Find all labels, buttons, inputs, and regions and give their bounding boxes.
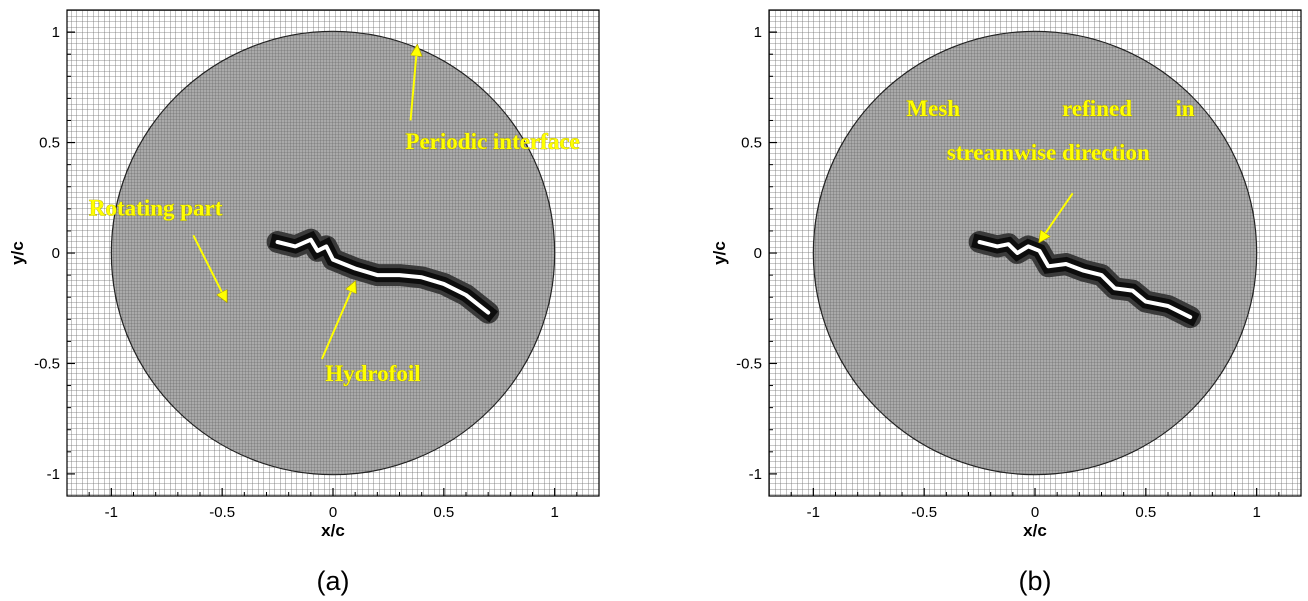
y-tick-label: 1: [754, 24, 762, 41]
x-tick-label: 0: [1031, 504, 1039, 521]
x-axis-label: x/c: [1023, 521, 1047, 540]
y-tick-label: -0.5: [736, 355, 762, 372]
x-tick-label: 0.5: [433, 504, 454, 521]
hydrofoil-surface: [977, 240, 1193, 320]
y-tick-label: -1: [47, 466, 60, 483]
panel-label-b: (b): [1019, 566, 1052, 596]
hydrofoil-b: [968, 231, 1202, 329]
annotation-in-word: in: [1175, 96, 1194, 121]
panel-a: -1 -0.5 0 0.5 1 1 0.5 0 -0.5 -1 x/c y/c …: [8, 9, 600, 596]
y-axis-label: y/c: [710, 241, 729, 265]
x-axis-label: x/c: [321, 521, 345, 540]
axis-ticks-a: [67, 31, 578, 496]
annotation-arrow: [192, 234, 226, 301]
hydrofoil-a: [266, 228, 500, 324]
panel-b: -1 -0.5 0 0.5 1 1 0.5 0 -0.5 -1 x/c y/c …: [710, 9, 1302, 596]
x-tick-label: 1: [550, 504, 558, 521]
x-tick-label: -0.5: [911, 504, 937, 521]
annotation-arrows-b: [1039, 192, 1074, 242]
panel-label-a: (a): [317, 566, 350, 596]
annotation-hydrofoil: Hydrofoil: [325, 361, 420, 386]
y-tick-label: -1: [749, 466, 762, 483]
hydrofoil-surface: [275, 237, 491, 315]
annotation-arrow: [1039, 192, 1074, 242]
x-tick-label: 0.5: [1135, 504, 1156, 521]
y-tick-label: 0: [754, 245, 762, 262]
annotation-arrow: [409, 45, 418, 121]
annotation-arrows-a: [192, 45, 418, 360]
y-axis-label: y/c: [8, 241, 27, 265]
x-tick-label: -1: [807, 504, 820, 521]
annotation-refined-word: refined: [1062, 96, 1132, 121]
y-tick-label: 0.5: [39, 135, 60, 152]
x-tick-label: 1: [1252, 504, 1260, 521]
annotation-arrow: [320, 282, 355, 360]
annotation-streamwise-direction: streamwise direction: [947, 140, 1150, 165]
x-tick-label: 0: [329, 504, 337, 521]
annotation-rotating-part: Rotating part: [89, 195, 223, 220]
x-tick-label: -0.5: [209, 504, 235, 521]
x-tick-label: -1: [105, 504, 118, 521]
y-tick-label: 0.5: [741, 135, 762, 152]
annotation-periodic-interface: Periodic interface: [405, 129, 579, 154]
y-tick-label: -0.5: [34, 355, 60, 372]
annotation-mesh-word: Mesh: [906, 96, 960, 121]
y-tick-label: 1: [52, 24, 60, 41]
y-tick-label: 0: [52, 245, 60, 262]
axis-ticks-b: [769, 31, 1280, 496]
